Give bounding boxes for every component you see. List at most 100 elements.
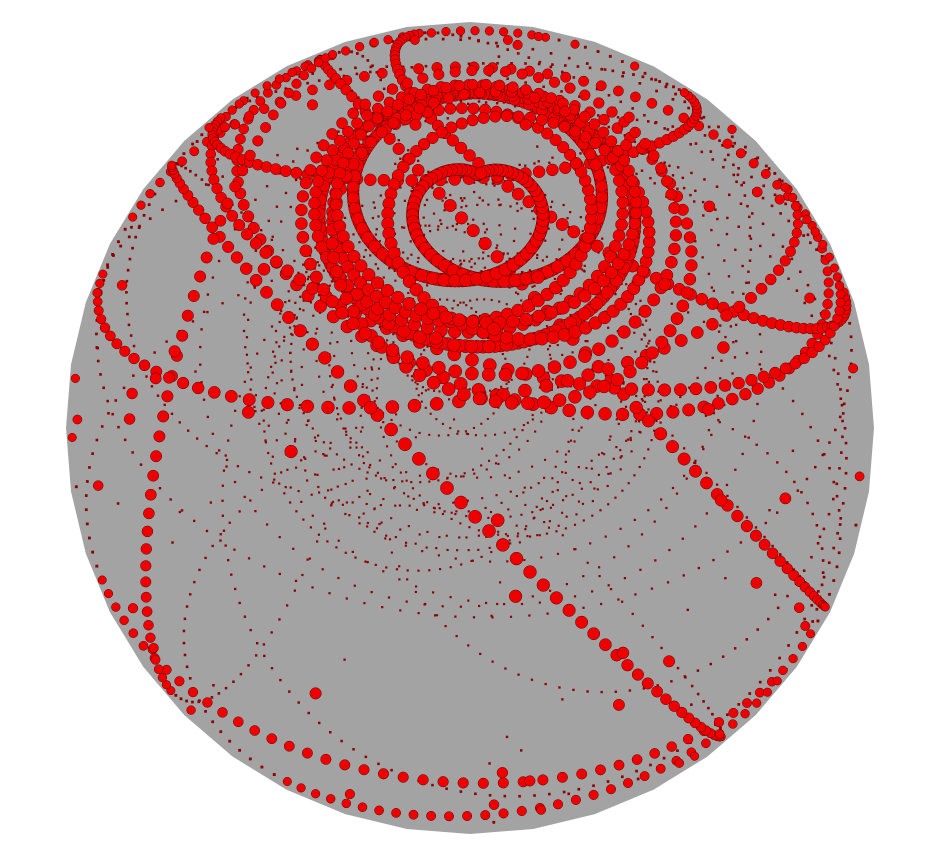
trajectory-bead — [732, 173, 736, 177]
trajectory-bead — [774, 555, 786, 567]
trajectory-bead — [577, 307, 591, 321]
trajectory-bead — [119, 345, 131, 357]
trajectory-bead — [491, 616, 494, 619]
trajectory-bead — [562, 403, 576, 418]
trajectory-bead — [287, 290, 290, 293]
trajectory-bead — [565, 583, 568, 586]
trajectory-bead — [792, 568, 796, 571]
trajectory-bead — [431, 186, 434, 189]
trajectory-bead — [156, 394, 160, 397]
trajectory-bead — [406, 374, 409, 377]
trajectory-bead — [293, 324, 307, 338]
trajectory-bead — [263, 430, 266, 433]
trajectory-bead — [362, 462, 365, 465]
trajectory-bead — [202, 697, 213, 708]
trajectory-bead — [444, 102, 457, 115]
trajectory-bead — [481, 257, 485, 260]
trajectory-bead — [270, 667, 274, 670]
trajectory-bead — [600, 602, 603, 606]
trajectory-bead — [503, 603, 506, 606]
trajectory-bead — [662, 105, 674, 116]
trajectory-bead — [731, 291, 734, 294]
trajectory-bead — [359, 98, 371, 111]
trajectory-bead — [330, 385, 333, 389]
trajectory-bead — [384, 422, 398, 437]
trajectory-bead — [185, 665, 189, 669]
trajectory-bead — [744, 145, 747, 149]
trajectory-bead — [653, 182, 656, 185]
trajectory-bead — [742, 181, 746, 184]
trajectory-bead — [330, 502, 333, 505]
trajectory-bead — [178, 510, 182, 514]
trajectory-bead — [305, 337, 319, 351]
trajectory-bead — [88, 466, 91, 469]
trajectory-bead — [823, 288, 834, 299]
trajectory-bead — [480, 78, 492, 91]
trajectory-bead — [513, 28, 523, 38]
trajectory-bead — [488, 762, 491, 765]
trajectory-bead — [440, 82, 452, 94]
trajectory-bead — [465, 536, 468, 539]
trajectory-bead — [350, 339, 353, 343]
trajectory-bead — [624, 405, 628, 408]
trajectory-bead — [523, 332, 538, 347]
trajectory-bead — [666, 405, 680, 419]
trajectory-bead — [144, 488, 157, 501]
trajectory-bead — [328, 284, 332, 287]
trajectory-bead — [470, 307, 473, 310]
trajectory-bead — [377, 762, 380, 766]
trajectory-bead — [448, 398, 451, 401]
trajectory-bead — [282, 777, 292, 786]
trajectory-bead — [278, 536, 281, 539]
trajectory-bead — [295, 395, 298, 398]
trajectory-bead — [456, 304, 459, 307]
trajectory-bead — [355, 446, 358, 449]
trajectory-bead — [426, 810, 437, 821]
trajectory-bead — [634, 302, 638, 306]
trajectory-bead — [496, 767, 509, 779]
trajectory-bead — [457, 430, 460, 433]
trajectory-bead — [385, 479, 388, 482]
trajectory-bead — [545, 532, 549, 535]
trajectory-bead — [600, 690, 603, 694]
trajectory-bead — [204, 123, 214, 133]
trajectory-bead — [636, 777, 640, 781]
trajectory-bead — [660, 693, 672, 705]
trajectory-bead — [380, 521, 383, 524]
trajectory-bead — [520, 513, 523, 516]
trajectory-bead — [317, 79, 321, 82]
trajectory-bead — [155, 177, 165, 188]
trajectory-bead — [710, 433, 713, 437]
trajectory-bead — [462, 250, 465, 253]
trajectory-bead — [674, 92, 677, 96]
trajectory-bead — [548, 161, 551, 164]
trajectory-bead — [621, 775, 624, 779]
trajectory-bead — [347, 250, 361, 263]
trajectory-bead — [705, 471, 708, 475]
trajectory-bead — [507, 380, 510, 384]
trajectory-bead — [568, 390, 582, 404]
trajectory-bead — [583, 385, 597, 399]
trajectory-bead — [366, 471, 369, 474]
trajectory-bead — [697, 566, 701, 570]
trajectory-bead — [711, 158, 715, 161]
trajectory-bead — [687, 311, 690, 314]
trajectory-bead — [545, 92, 557, 104]
trajectory-bead — [211, 276, 215, 279]
trajectory-bead — [529, 91, 541, 104]
trajectory-bead — [198, 568, 201, 572]
trajectory-bead — [835, 482, 839, 486]
trajectory-bead — [820, 583, 824, 587]
trajectory-bead — [273, 478, 276, 481]
trajectory-bead — [654, 78, 658, 82]
trajectory-bead — [397, 771, 409, 783]
trajectory-bead — [189, 593, 192, 596]
trajectory-bead — [257, 263, 271, 276]
trajectory-bead — [766, 452, 769, 455]
trajectory-bead — [516, 68, 528, 80]
trajectory-bead — [588, 282, 602, 296]
trajectory-bead — [337, 539, 340, 542]
trajectory-bead — [425, 463, 428, 466]
trajectory-bead — [496, 602, 499, 606]
